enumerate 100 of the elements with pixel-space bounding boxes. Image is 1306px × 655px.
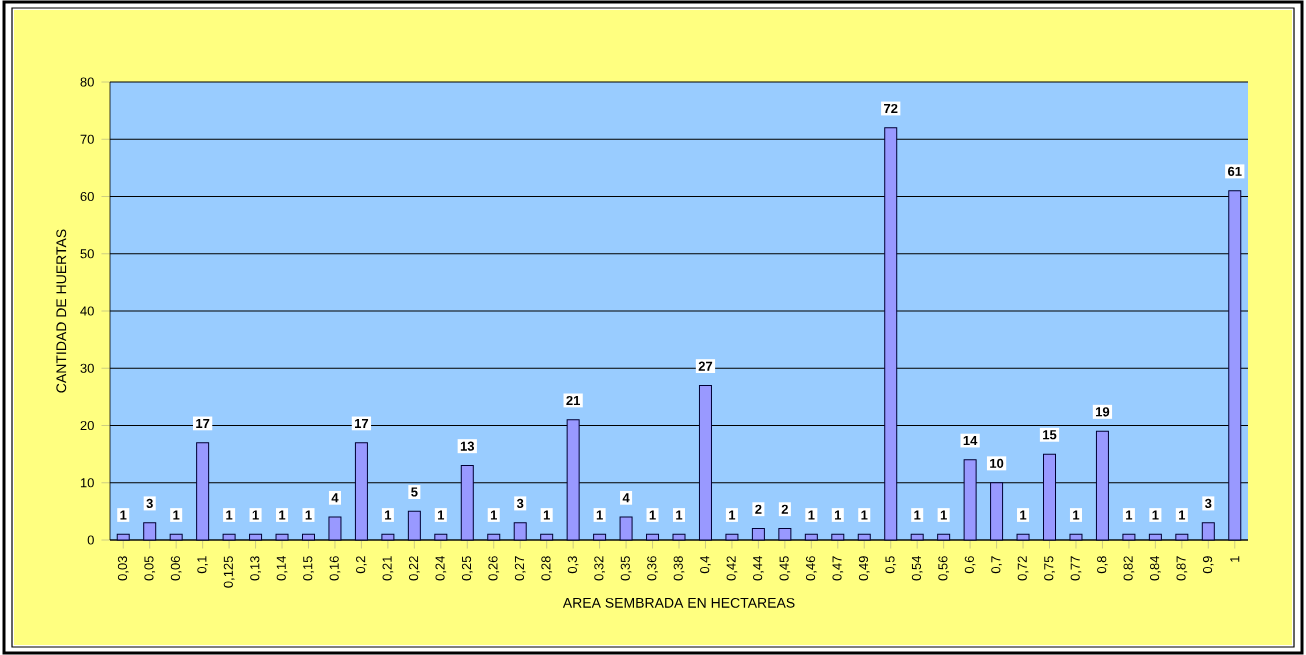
bar (487, 533, 501, 541)
y-tick-label: 70 (80, 134, 94, 144)
bar (116, 533, 130, 541)
y-tick-label: 40 (80, 306, 94, 316)
data-label: 1 (1179, 510, 1186, 520)
bar (301, 533, 315, 541)
x-tick-label: 0,28 (541, 556, 553, 581)
x-tick-label: 0,3 (567, 556, 579, 574)
y-tick-label: 60 (80, 191, 94, 202)
x-tick-label: 1 (1230, 556, 1240, 562)
data-label: 72 (884, 103, 898, 114)
data-label: 2 (755, 504, 762, 514)
x-tick-label: 0,26 (488, 556, 500, 581)
bar (249, 533, 263, 541)
y-tick-label: 20 (80, 420, 94, 431)
bar (1175, 533, 1189, 541)
x-tick-label: 0,2 (356, 556, 367, 574)
y-tick-label: 10 (80, 478, 94, 488)
data-label: 1 (808, 510, 815, 520)
bar (407, 510, 421, 541)
bar (910, 533, 924, 541)
data-label: 1 (914, 510, 921, 520)
data-label: 21 (566, 395, 581, 405)
data-label: 1 (861, 510, 868, 520)
data-label: 3 (1205, 498, 1212, 509)
data-label: 14 (963, 436, 978, 446)
x-tick-label: 0,14 (276, 556, 288, 581)
data-label: 13 (460, 441, 475, 451)
bar (1228, 190, 1242, 541)
x-tick-label: 0,24 (435, 556, 447, 581)
data-label: 1 (305, 510, 312, 520)
bar (460, 465, 474, 541)
bar (593, 533, 607, 541)
x-tick-label: 0,35 (620, 556, 632, 581)
x-tick-label: 0,42 (726, 556, 738, 581)
x-tick-label: 0,13 (250, 556, 261, 581)
y-tick-label: 30 (80, 363, 94, 373)
data-label: 1 (1020, 510, 1027, 520)
data-label: 61 (1228, 166, 1242, 176)
bar (540, 533, 554, 541)
y-tick-label: 0 (87, 535, 94, 545)
x-tick-label: 0,77 (1070, 556, 1082, 581)
x-tick-label: 0,87 (1176, 556, 1188, 581)
x-tick-label: 0,03 (117, 556, 129, 581)
bar (513, 522, 527, 541)
x-tick-label: 0,82 (1123, 556, 1135, 581)
y-axis-title: CANTIDAD DE HUERTAS (56, 229, 67, 393)
y-tick-label: 80 (80, 77, 94, 87)
data-label: 1 (1126, 510, 1133, 520)
data-label: 1 (834, 510, 842, 520)
bar (1148, 533, 1162, 541)
bar (1043, 453, 1057, 541)
data-label: 3 (146, 498, 153, 509)
bar (646, 533, 660, 541)
bar (1201, 522, 1215, 541)
bar (196, 442, 210, 541)
x-tick-label: 0,05 (144, 556, 156, 581)
x-tick-label: 0,75 (1044, 556, 1055, 581)
bar (1016, 533, 1030, 541)
bar (672, 533, 686, 541)
x-tick-label: 0,22 (409, 556, 420, 581)
x-axis-title: AREA SEMBRADA EN HECTAREAS (562, 597, 795, 608)
x-tick-label: 0,72 (1017, 556, 1029, 581)
data-label: 3 (516, 498, 524, 509)
bar (884, 127, 898, 541)
data-label: 1 (1152, 510, 1159, 520)
bar (698, 384, 712, 541)
x-tick-label: 0,15 (303, 556, 314, 581)
bar (381, 533, 395, 541)
bar (169, 533, 183, 541)
data-label: 1 (596, 510, 603, 520)
data-label: 1 (649, 510, 656, 520)
data-label: 19 (1096, 407, 1110, 417)
bar (275, 533, 289, 541)
x-tick-label: 0,44 (753, 556, 764, 581)
x-tick-label: 0,1 (197, 556, 208, 574)
bar (804, 533, 818, 541)
x-tick-label: 0,38 (673, 556, 685, 581)
bar (937, 533, 951, 541)
x-tick-label: 0,5 (885, 556, 897, 574)
data-label: 15 (1043, 430, 1057, 440)
data-label: 4 (331, 493, 339, 503)
x-tick-label: 0,54 (911, 556, 923, 581)
data-label: 1 (173, 510, 180, 520)
bar (222, 533, 236, 541)
x-tick-label: 0,16 (329, 556, 341, 581)
x-tick-label: 0,32 (594, 556, 605, 581)
data-label: 1 (543, 510, 550, 520)
x-tick-label: 0,06 (170, 556, 182, 581)
x-tick-label: 0,27 (514, 556, 526, 581)
x-tick-label: 0,84 (1150, 556, 1161, 581)
data-label: 1 (729, 510, 736, 520)
data-label: 10 (990, 458, 1004, 468)
bar (566, 419, 580, 541)
bar (354, 442, 368, 541)
data-label: 1 (226, 510, 233, 520)
x-tick-label: 0,125 (223, 556, 235, 588)
bar (434, 533, 448, 541)
data-label: 17 (196, 418, 210, 428)
y-tick-label: 50 (80, 249, 94, 259)
